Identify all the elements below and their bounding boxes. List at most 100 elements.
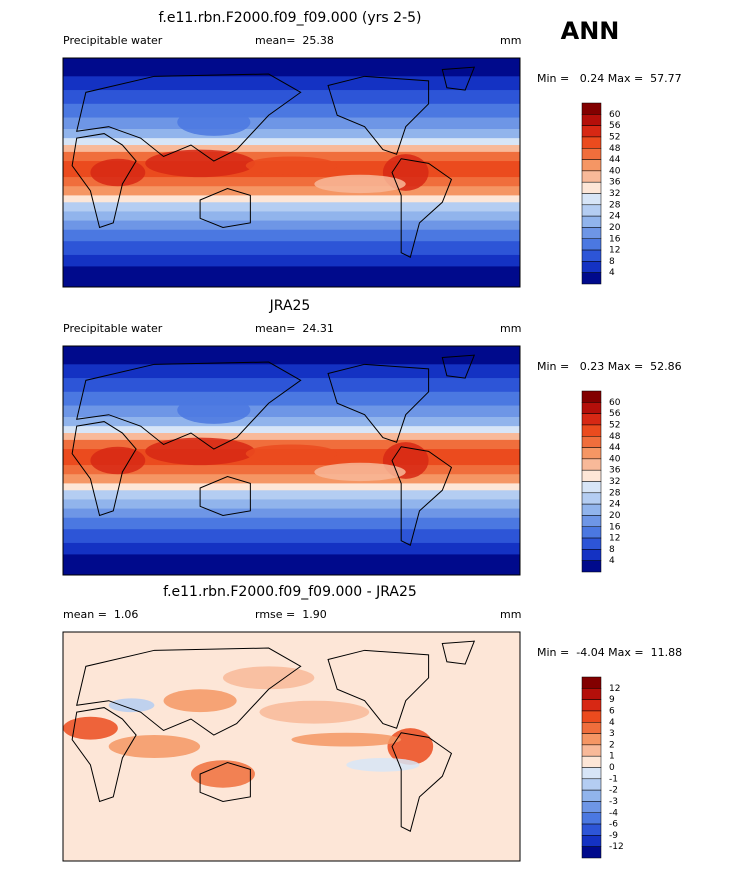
map-blob — [222, 666, 315, 690]
colorbar-box — [581, 413, 602, 426]
colorbar-label: 6 — [609, 706, 615, 716]
colorbar-box — [581, 249, 602, 262]
map-band — [63, 229, 520, 242]
map-frame — [62, 631, 521, 862]
map-blob — [314, 462, 406, 482]
panel-left-label: Precipitable water — [63, 34, 163, 47]
map-band — [63, 254, 520, 267]
map-band — [63, 195, 520, 203]
map-band — [63, 542, 520, 555]
panel-units: mm — [500, 608, 521, 621]
coastline — [199, 475, 251, 516]
coastline — [76, 73, 302, 162]
colorbar-box — [581, 424, 602, 437]
colorbar-label: 20 — [609, 511, 621, 521]
map-band — [63, 529, 520, 544]
panel-left-label: Precipitable water — [63, 322, 163, 335]
coastline — [71, 133, 137, 229]
colorbar-box — [581, 710, 602, 723]
map-blob — [177, 108, 251, 136]
colorbar-box — [581, 261, 602, 273]
map-band — [63, 391, 520, 407]
colorbar-box — [581, 526, 602, 539]
map-blob — [387, 728, 434, 765]
colorbar-box — [581, 560, 602, 573]
figure-title: f.e11.rbn.F2000.f09_f09.000 (yrs 2-5) — [158, 10, 421, 26]
map-frame — [62, 345, 521, 576]
colorbar-label: 56 — [609, 409, 621, 419]
colorbar-label: 28 — [609, 488, 621, 498]
colorbar-label: 8 — [609, 257, 615, 267]
colorbar-box — [581, 676, 602, 689]
map-band — [63, 474, 520, 484]
colorbar-box — [581, 767, 602, 780]
coastline — [71, 707, 137, 803]
colorbar-label: 12 — [609, 534, 620, 544]
min-max: Min = 0.24 Max = 57.77 — [537, 72, 682, 85]
coastline — [76, 647, 302, 736]
map-blob — [259, 700, 370, 724]
colorbar-box — [581, 699, 602, 712]
map-band — [63, 416, 520, 427]
coastline — [391, 158, 453, 258]
colorbar-label: 44 — [609, 155, 621, 165]
colorbar-label: 24 — [609, 500, 621, 510]
panel-title: f.e11.rbn.F2000.f09_f09.000 - JRA25 — [163, 584, 417, 600]
colorbar-box — [581, 193, 602, 206]
map-band — [63, 346, 520, 365]
colorbar-label: -6 — [609, 820, 618, 830]
panel-title: JRA25 — [269, 298, 311, 314]
colorbar-box — [581, 515, 602, 527]
panel-units: mm — [500, 322, 521, 335]
colorbar-box — [581, 436, 602, 448]
map-blob — [108, 735, 201, 758]
colorbar-box — [581, 481, 602, 494]
map-blob — [63, 716, 118, 740]
colorbar-label: 52 — [609, 420, 620, 430]
map-blob — [90, 446, 146, 475]
coastline — [327, 649, 430, 729]
panel-center-label: mean= 24.31 — [255, 322, 334, 335]
colorbar-label: 32 — [609, 477, 620, 487]
coastline — [199, 761, 251, 802]
map-band — [63, 465, 520, 475]
colorbar-label: 12 — [609, 246, 620, 256]
panel-units: mm — [500, 34, 521, 47]
colorbar-label: 20 — [609, 223, 621, 233]
season-label: ANN — [561, 17, 620, 45]
colorbar-box — [581, 801, 602, 813]
map-band — [63, 241, 520, 256]
colorbar-box — [581, 492, 602, 505]
map-band — [63, 499, 520, 510]
coastline — [71, 421, 137, 517]
colorbar-label: 28 — [609, 200, 621, 210]
map-band — [63, 405, 520, 418]
colorbar-box — [581, 778, 602, 791]
map-blob — [145, 149, 255, 178]
colorbar-box — [581, 789, 602, 802]
colorbar-box — [581, 125, 602, 138]
map-band — [63, 517, 520, 530]
colorbar-box — [581, 458, 602, 471]
map-blob — [190, 760, 255, 788]
map-band — [63, 90, 520, 105]
colorbar-label: 48 — [609, 432, 621, 442]
colorbar-box — [581, 238, 602, 251]
map-band — [63, 220, 520, 231]
colorbar-box — [581, 136, 602, 149]
colorbar-box — [581, 102, 602, 115]
map-band — [63, 76, 520, 91]
map-band — [63, 211, 520, 222]
map-band — [63, 202, 520, 212]
colorbar-box — [581, 549, 602, 561]
colorbar-label: 3 — [609, 729, 615, 739]
colorbar-label: 44 — [609, 443, 621, 453]
colorbar-box — [581, 823, 602, 836]
coastline — [391, 732, 453, 832]
map-band — [63, 58, 520, 77]
map-band — [63, 103, 520, 119]
colorbar-box — [581, 755, 602, 768]
colorbar-box — [581, 204, 602, 217]
map-band — [63, 490, 520, 500]
